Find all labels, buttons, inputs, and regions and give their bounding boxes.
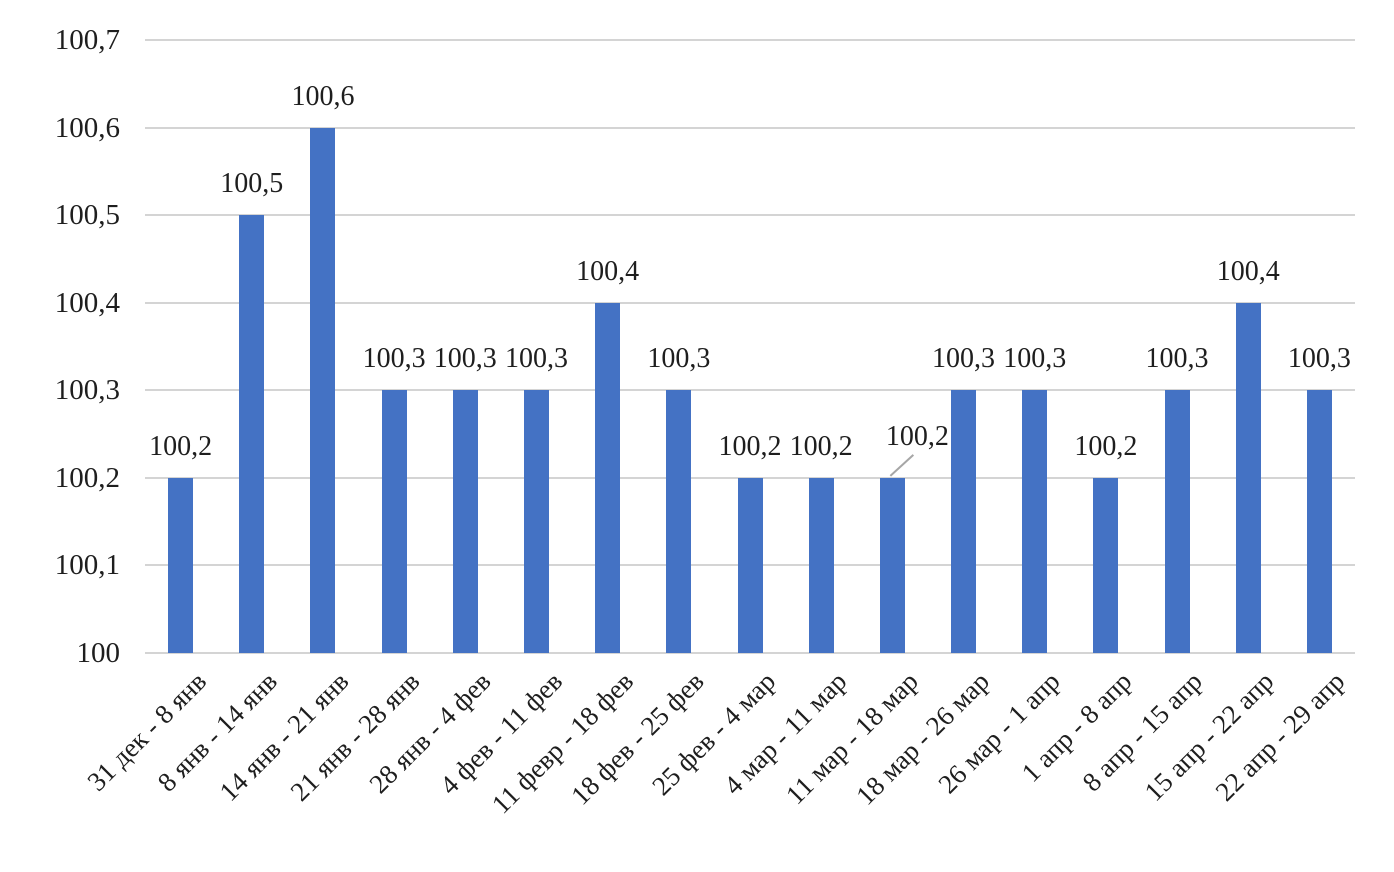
bar: [1306, 390, 1332, 653]
y-tick-label: 100,6: [54, 111, 120, 144]
gridline: [145, 389, 1355, 392]
bar: [595, 302, 621, 653]
y-tick-label: 100,7: [54, 24, 120, 56]
y-tick-label: 100,4: [54, 286, 120, 319]
data-label: 100,3: [362, 343, 426, 375]
y-tick-label: 100,2: [54, 461, 120, 494]
gridline: [145, 652, 1355, 654]
bar: [951, 390, 977, 653]
y-tick-label: 100,5: [54, 199, 120, 232]
bar: [523, 390, 549, 653]
data-label: 100,2: [1074, 430, 1138, 462]
bar: [666, 390, 692, 653]
bar: [381, 390, 407, 653]
data-label: 100,3: [433, 343, 497, 375]
data-label: 100,2: [789, 430, 853, 462]
bar: [452, 390, 478, 653]
data-label: 100,3: [1145, 343, 1209, 375]
bar: [808, 477, 834, 653]
data-label: 100,3: [647, 343, 711, 375]
data-label: 100,4: [576, 255, 640, 287]
leader-line: [889, 454, 915, 477]
bar: [879, 477, 905, 653]
bar: [1235, 302, 1261, 653]
bar: [239, 215, 265, 653]
data-label: 100,3: [1003, 343, 1067, 375]
bar: [310, 127, 336, 653]
data-label: 100,2: [885, 420, 949, 452]
data-label: 100,3: [932, 343, 996, 375]
x-tick-label: 22 апр - 29 апр: [1209, 666, 1351, 807]
data-label: 100,5: [220, 168, 284, 200]
bar: [1164, 390, 1190, 653]
data-label: 100,3: [504, 343, 568, 375]
data-label: 100,2: [149, 430, 213, 462]
data-label: 100,6: [291, 80, 355, 112]
data-label: 100,2: [718, 430, 782, 462]
gridline: [145, 214, 1355, 217]
bar: [168, 477, 194, 653]
bar: [1022, 390, 1048, 653]
data-label: 100,4: [1216, 255, 1280, 287]
gridline: [145, 39, 1355, 41]
gridline: [145, 301, 1355, 304]
bar: [1093, 477, 1119, 653]
y-tick-label: 100,1: [54, 549, 120, 582]
data-label: 100,3: [1287, 343, 1351, 375]
gridline: [145, 126, 1355, 129]
y-tick-label: 100: [76, 637, 121, 669]
y-tick-label: 100,3: [54, 374, 120, 407]
bar: [737, 477, 763, 653]
